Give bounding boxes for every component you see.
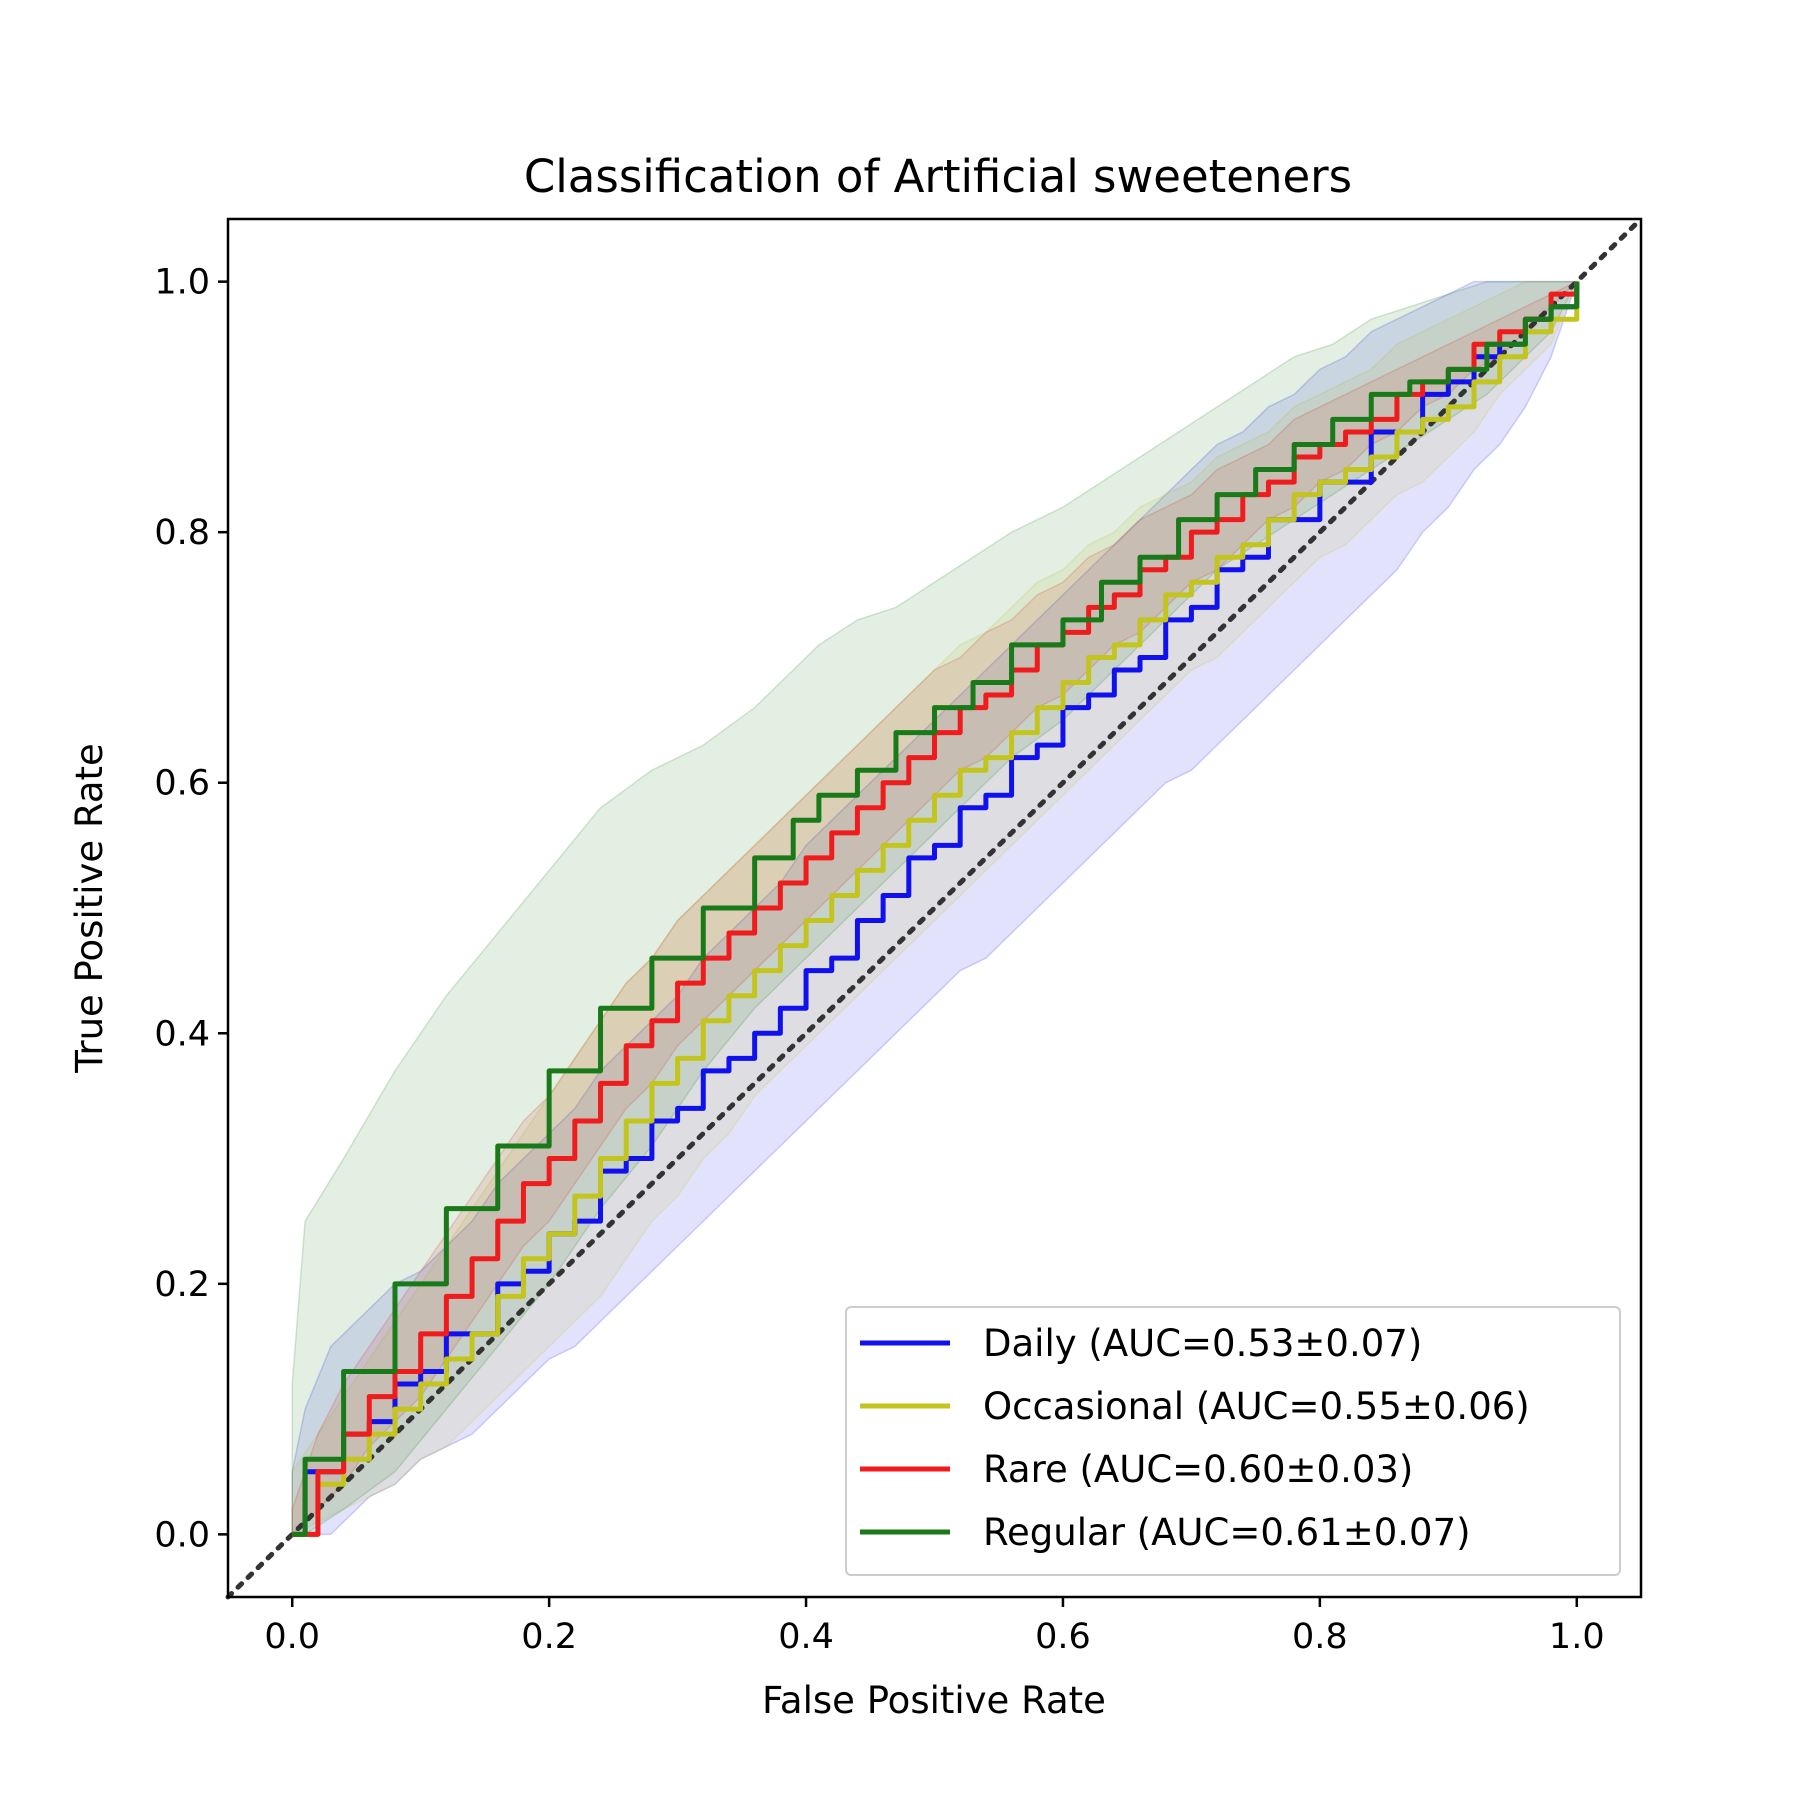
y-tick-label: 0.6 xyxy=(154,764,210,804)
legend-box xyxy=(845,1306,1621,1576)
chart-title: Classification of Artificial sweeteners xyxy=(524,150,1352,203)
x-tick-label: 0.4 xyxy=(778,1617,834,1657)
legend: Daily (AUC=0.53±0.07) Occasional (AUC=0.5… xyxy=(845,1306,1621,1576)
regular-legend-label: Regular (AUC=0.61±0.07) xyxy=(983,1511,1471,1554)
x-tick-label: 0.2 xyxy=(521,1617,577,1657)
y-tick-label: 0.8 xyxy=(154,513,210,553)
y-axis-label: True Positive Rate xyxy=(68,743,111,1074)
occasional-roc-line xyxy=(292,281,1580,1537)
x-tick-label: 0.6 xyxy=(1035,1617,1091,1657)
legend-entries: Daily (AUC=0.53±0.07) Occasional (AUC=0.5… xyxy=(860,1322,1530,1554)
y-tick-label: 0.4 xyxy=(154,1014,210,1054)
x-tick-label: 1.0 xyxy=(1549,1617,1605,1657)
plot-area xyxy=(225,216,1644,1600)
chance-diagonal xyxy=(225,216,1644,1600)
x-tick-label: 0.0 xyxy=(264,1617,320,1657)
roc-lines xyxy=(292,281,1580,1537)
y-tick-label: 0.0 xyxy=(154,1515,210,1555)
daily-roc-line xyxy=(292,281,1580,1537)
x-axis-ticks: 0.0 0.2 0.4 0.6 0.8 1.0 xyxy=(264,1597,1605,1657)
y-axis-ticks: 0.0 0.2 0.4 0.6 0.8 1.0 xyxy=(154,263,228,1555)
daily-legend-label: Daily (AUC=0.53±0.07) xyxy=(983,1322,1422,1365)
x-tick-label: 0.8 xyxy=(1292,1617,1348,1657)
plot-frame xyxy=(226,217,1643,1599)
chance-line xyxy=(225,216,1644,1600)
rare-legend-label: Rare (AUC=0.60±0.03) xyxy=(983,1448,1413,1491)
occasional-legend-label: Occasional (AUC=0.55±0.06) xyxy=(983,1385,1530,1428)
y-tick-label: 0.2 xyxy=(154,1265,210,1305)
y-tick-label: 1.0 xyxy=(154,263,210,303)
x-axis-label: False Positive Rate xyxy=(762,1679,1106,1722)
regular-roc-line xyxy=(292,281,1580,1537)
